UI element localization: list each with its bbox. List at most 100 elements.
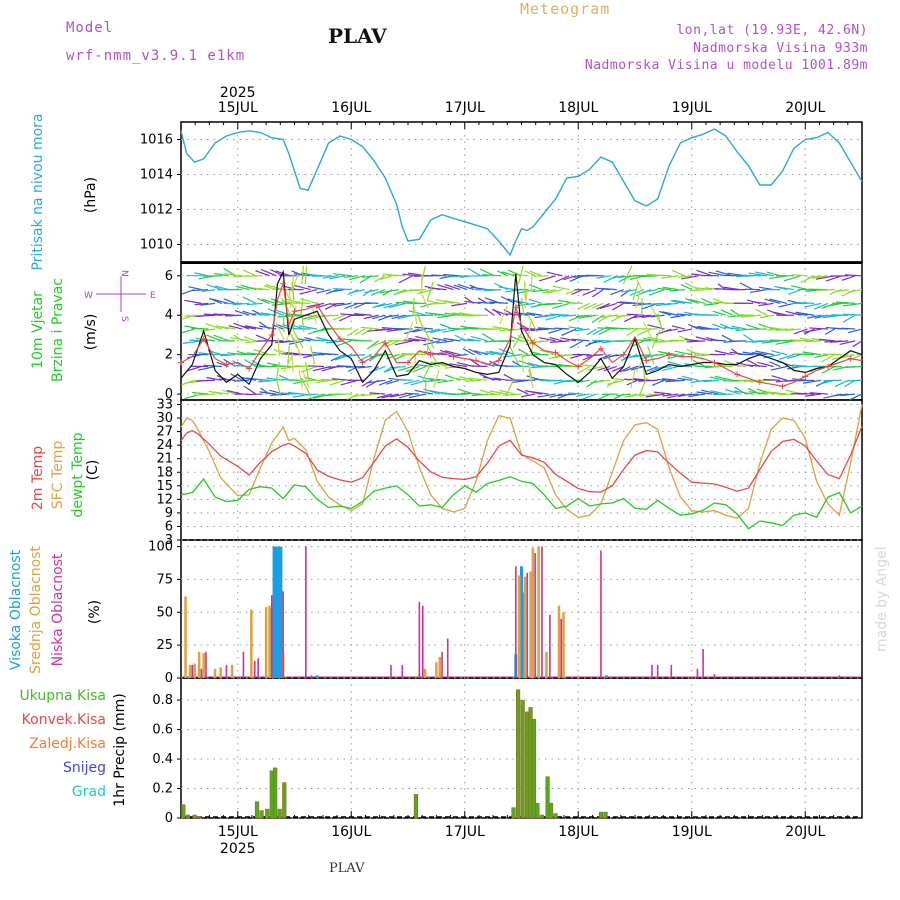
wind-arrow bbox=[821, 365, 836, 374]
wind-plume-arrow bbox=[657, 313, 664, 333]
y-tick-label-3-7: 21 bbox=[156, 452, 173, 467]
wind-arrow bbox=[745, 323, 761, 330]
wind-arrow bbox=[552, 285, 570, 291]
wind-plume-arrow bbox=[405, 321, 414, 341]
wind-arrow bbox=[549, 313, 570, 316]
wind-plume-arrow bbox=[298, 369, 303, 389]
wind-arrow bbox=[498, 286, 515, 291]
wind-plume-arrow bbox=[521, 353, 524, 373]
wind-arrow bbox=[714, 288, 733, 291]
wind-arrow bbox=[184, 299, 202, 304]
wind-arrow bbox=[477, 301, 495, 304]
y-tick-label-3-4: 12 bbox=[156, 492, 173, 507]
mid-cloud-bar bbox=[202, 653, 205, 678]
wind-plume-arrow bbox=[505, 377, 515, 397]
compass-n: N bbox=[119, 270, 129, 277]
mid-cloud-bar bbox=[250, 609, 253, 678]
wind-arrow bbox=[195, 337, 216, 342]
wind-arrow bbox=[701, 297, 713, 304]
low-cloud-bar bbox=[656, 664, 659, 678]
legend-snow: Snijeg bbox=[63, 760, 106, 776]
mid-cloud-bar bbox=[193, 663, 196, 678]
wind-arrow bbox=[764, 298, 781, 304]
wind-arrow bbox=[752, 351, 767, 356]
wind-plume-arrow bbox=[413, 305, 418, 325]
wind-plume-arrow bbox=[300, 377, 312, 397]
wind-arrow bbox=[234, 379, 250, 382]
wind-arrow bbox=[812, 275, 829, 279]
wind-arrow bbox=[659, 310, 672, 316]
wind-arrow bbox=[339, 314, 352, 322]
total-rain-bar bbox=[181, 804, 186, 819]
wind-arrow bbox=[287, 391, 304, 395]
wind-arrow bbox=[561, 314, 577, 317]
wind-arrow bbox=[188, 286, 202, 291]
wind-gust-marker bbox=[314, 302, 321, 309]
wind-arrow bbox=[783, 275, 801, 282]
wind-arrow bbox=[269, 389, 284, 395]
wind-arrow bbox=[725, 388, 740, 395]
wind-arrow bbox=[570, 354, 583, 359]
wind-gust-marker bbox=[359, 359, 366, 366]
wind-arrow bbox=[299, 289, 318, 295]
wind-gust-marker bbox=[847, 355, 854, 362]
wind-arrow bbox=[443, 300, 461, 304]
low-cloud-bar bbox=[257, 658, 259, 678]
wind-arrow bbox=[842, 313, 863, 316]
wind-arrow bbox=[708, 271, 726, 277]
mid-cloud-bar bbox=[188, 664, 192, 678]
wind-arrow bbox=[847, 365, 863, 368]
wind-plume-arrow bbox=[424, 377, 427, 397]
wind-arrow bbox=[755, 350, 774, 356]
wind-gust-marker bbox=[291, 308, 298, 315]
wind-arrow bbox=[230, 337, 250, 342]
wind-arrow bbox=[549, 336, 563, 342]
pressure-line bbox=[180, 128, 863, 257]
high-cloud-bar bbox=[279, 546, 283, 678]
wind-arrow bbox=[325, 340, 345, 344]
wind-arrow bbox=[730, 309, 740, 316]
wind-arrow bbox=[295, 365, 311, 368]
wind-plume-arrow bbox=[512, 329, 524, 349]
mid-cloud-bar bbox=[529, 571, 532, 678]
wind-gust-marker bbox=[382, 339, 389, 346]
wind-arrow bbox=[633, 354, 651, 358]
wind-arrow bbox=[721, 334, 733, 342]
total-rain-bar bbox=[413, 794, 419, 819]
year-label-bottom: 2025 bbox=[220, 841, 256, 857]
wind-arrow bbox=[464, 300, 481, 304]
wind-gust-marker bbox=[666, 351, 673, 358]
wind-arrow bbox=[354, 328, 366, 336]
wind-arrow bbox=[226, 389, 243, 395]
wind-arrow bbox=[662, 378, 679, 381]
wind-arrow bbox=[468, 377, 488, 381]
wind-arrow bbox=[398, 275, 413, 284]
wind-arrow bbox=[582, 393, 597, 400]
wind-arrow bbox=[281, 392, 297, 395]
wind-arrow bbox=[601, 287, 617, 291]
wind-arrow bbox=[822, 314, 842, 319]
x-tick-label-top-3: 17JUL bbox=[445, 100, 485, 116]
wind-arrow bbox=[253, 348, 270, 356]
wind-arrow bbox=[391, 314, 406, 320]
total-rain-bar bbox=[273, 767, 278, 819]
wind-arrow bbox=[386, 379, 400, 385]
wind-compass: N S W E bbox=[84, 270, 156, 322]
wind-arrow bbox=[191, 289, 209, 292]
wind-plume-arrow bbox=[305, 361, 310, 381]
wind-arrow bbox=[645, 302, 665, 305]
wind-arrow bbox=[662, 286, 679, 291]
wind-arrow bbox=[632, 314, 651, 319]
wind-arrow bbox=[571, 289, 584, 295]
wind-arrow bbox=[671, 325, 686, 330]
wind-arrow bbox=[667, 354, 686, 360]
year-label-top: 2025 bbox=[220, 85, 256, 101]
wind-arrow bbox=[255, 270, 270, 277]
wind-plume-arrow bbox=[630, 369, 636, 389]
wind-arrow bbox=[369, 365, 386, 374]
y-tick-label-5-1: 0 bbox=[165, 811, 173, 826]
wind-plume-arrow bbox=[419, 289, 429, 309]
wind-arrow bbox=[645, 393, 665, 398]
high-cloud-bar bbox=[315, 675, 319, 678]
wind-arrow bbox=[674, 350, 692, 356]
